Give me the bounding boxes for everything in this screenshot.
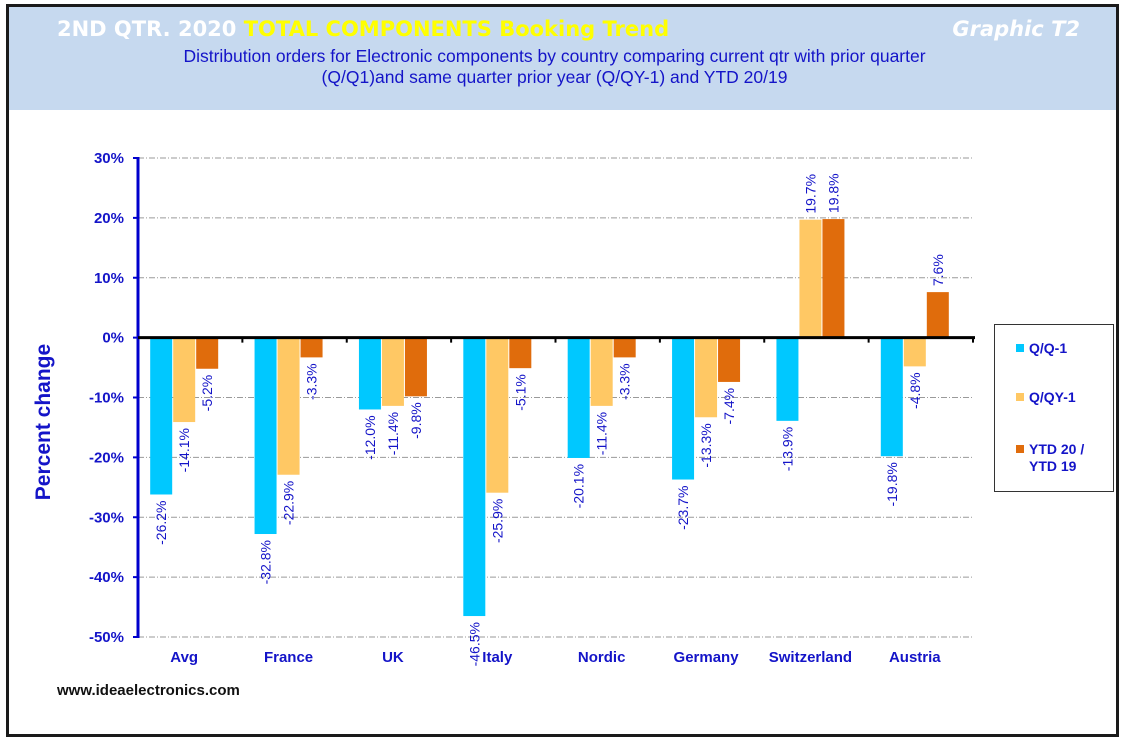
bar-ytd-20-ytd-19-france (300, 337, 323, 358)
legend-label-qqy1: Q/QY-1 (1029, 389, 1076, 405)
graphic-tag: Graphic T2 (952, 17, 1080, 41)
bar-q-qy-1-switzerland (799, 219, 822, 338)
data-label: -19.8% (884, 462, 900, 506)
legend-swatch-ytd (1016, 445, 1024, 453)
title-period: 2ND QTR. 2020 (57, 17, 237, 41)
data-label: -3.3% (617, 363, 633, 400)
legend-swatch-qq1 (1016, 344, 1024, 352)
data-label: -14.1% (176, 428, 192, 472)
bar-ytd-20-ytd-19-germany (718, 337, 741, 382)
data-label: -25.9% (489, 499, 505, 543)
bar-q-q-1-austria (880, 337, 903, 457)
x-tick-label: Austria (889, 649, 941, 666)
bar-ytd-20-ytd-19-nordic (613, 337, 636, 358)
bar-q-q-1-italy (463, 337, 486, 617)
x-tick-label: Nordic (578, 649, 626, 666)
y-tick-label: 20% (94, 210, 124, 227)
y-tick-label: -50% (89, 629, 124, 646)
x-tick-label: Switzerland (769, 649, 852, 666)
subtitle-line-2: (Q/Q1)and same quarter prior year (Q/QY-… (321, 67, 788, 87)
bar-q-qy-1-france (277, 337, 300, 475)
bar-ytd-20-ytd-19-switzerland (822, 219, 845, 338)
bar-q-q-1-avg (150, 337, 173, 495)
data-label: -7.4% (721, 388, 737, 425)
legend: Q/Q-1 Q/QY-1 YTD 20 /YTD 19 (994, 324, 1114, 492)
data-label: -20.1% (571, 464, 587, 508)
bar-ytd-20-ytd-19-uk (404, 337, 427, 397)
data-label: -13.3% (698, 423, 714, 467)
y-tick-label: 10% (94, 270, 124, 287)
bar-q-qy-1-italy (486, 337, 509, 493)
x-tick-labels: Avg France UK Italy Nordic Germany Switzerland… (170, 649, 941, 666)
data-label: -12.0% (362, 415, 378, 459)
y-axis-label: Percent change (32, 344, 55, 500)
data-label: -26.2% (153, 500, 169, 544)
data-label: -22.9% (281, 481, 297, 525)
x-tick-label: Italy (482, 649, 513, 666)
y-tick-label: -40% (89, 569, 124, 586)
y-tick-label: -30% (89, 509, 124, 526)
data-label: -46.5% (466, 622, 482, 666)
bar-q-qy-1-austria (903, 337, 926, 367)
bar-q-qy-1-uk (381, 337, 404, 406)
x-tick-label: France (264, 649, 313, 666)
title-subject: TOTAL COMPONENTS Booking Trend (243, 17, 670, 41)
legend-item-qq1: Q/Q-1 (1016, 340, 1067, 357)
y-tick-label: -20% (89, 449, 124, 466)
x-tick-label: UK (382, 649, 404, 666)
legend-swatch-qqy1 (1016, 393, 1024, 401)
x-tick-label: Germany (674, 649, 740, 666)
data-label: -13.9% (779, 427, 795, 471)
bar-q-q-1-germany (672, 337, 695, 480)
y-tick-label: 0% (102, 330, 124, 347)
data-label: -11.4% (594, 412, 610, 455)
bar-q-qy-1-germany (695, 337, 718, 418)
axes (133, 157, 975, 638)
y-tick-labels: 30% 20% 10% 0% -10% -20% -30% -40% -50% (89, 150, 124, 646)
legend-item-ytd: YTD 20 /YTD 19 (1016, 441, 1111, 475)
x-tick-label: Avg (170, 649, 198, 666)
data-label: -5.1% (512, 374, 528, 411)
data-label: -5.2% (199, 375, 215, 412)
data-label: -32.8% (258, 540, 274, 584)
data-label: 19.7% (802, 174, 818, 214)
bar-q-qy-1-nordic (590, 337, 613, 406)
data-label: -9.8% (408, 402, 424, 439)
bar-q-q-1-switzerland (776, 337, 799, 421)
data-label: 7.6% (930, 254, 946, 286)
bars (150, 219, 949, 617)
legend-label-qq1: Q/Q-1 (1029, 340, 1068, 356)
legend-item-qqy1: Q/QY-1 (1016, 389, 1076, 406)
y-tick-label: -10% (89, 390, 124, 407)
bar-ytd-20-ytd-19-italy (509, 337, 532, 369)
data-label: -23.7% (675, 486, 691, 530)
header-banner: 2ND QTR. 2020 TOTAL COMPONENTS Booking T… (9, 7, 1116, 110)
bar-q-q-1-nordic (567, 337, 590, 458)
legend-label-ytd: YTD 20 /YTD 19 (1029, 441, 1085, 474)
data-labels: -26.2% -32.8% -12.0% -46.5% -20.1% -23.7% -13.… (153, 173, 946, 666)
bar-q-q-1-uk (358, 337, 381, 410)
website-credit: www.ideaelectronics.com (57, 682, 240, 699)
data-label: -4.8% (907, 372, 923, 409)
subtitle-line-1: Distribution orders for Electronic compo… (183, 46, 926, 66)
bar-ytd-20-ytd-19-avg (196, 337, 219, 369)
data-label: -11.4% (385, 412, 401, 455)
bar-q-qy-1-avg (173, 337, 196, 423)
y-tick-label: 30% (94, 150, 124, 167)
bar-q-q-1-france (254, 337, 277, 535)
data-label: 19.8% (825, 173, 841, 213)
data-label: -3.3% (304, 363, 320, 400)
chart-title: 2ND QTR. 2020 TOTAL COMPONENTS Booking T… (57, 17, 669, 41)
bar-ytd-20-ytd-19-austria (926, 292, 949, 338)
